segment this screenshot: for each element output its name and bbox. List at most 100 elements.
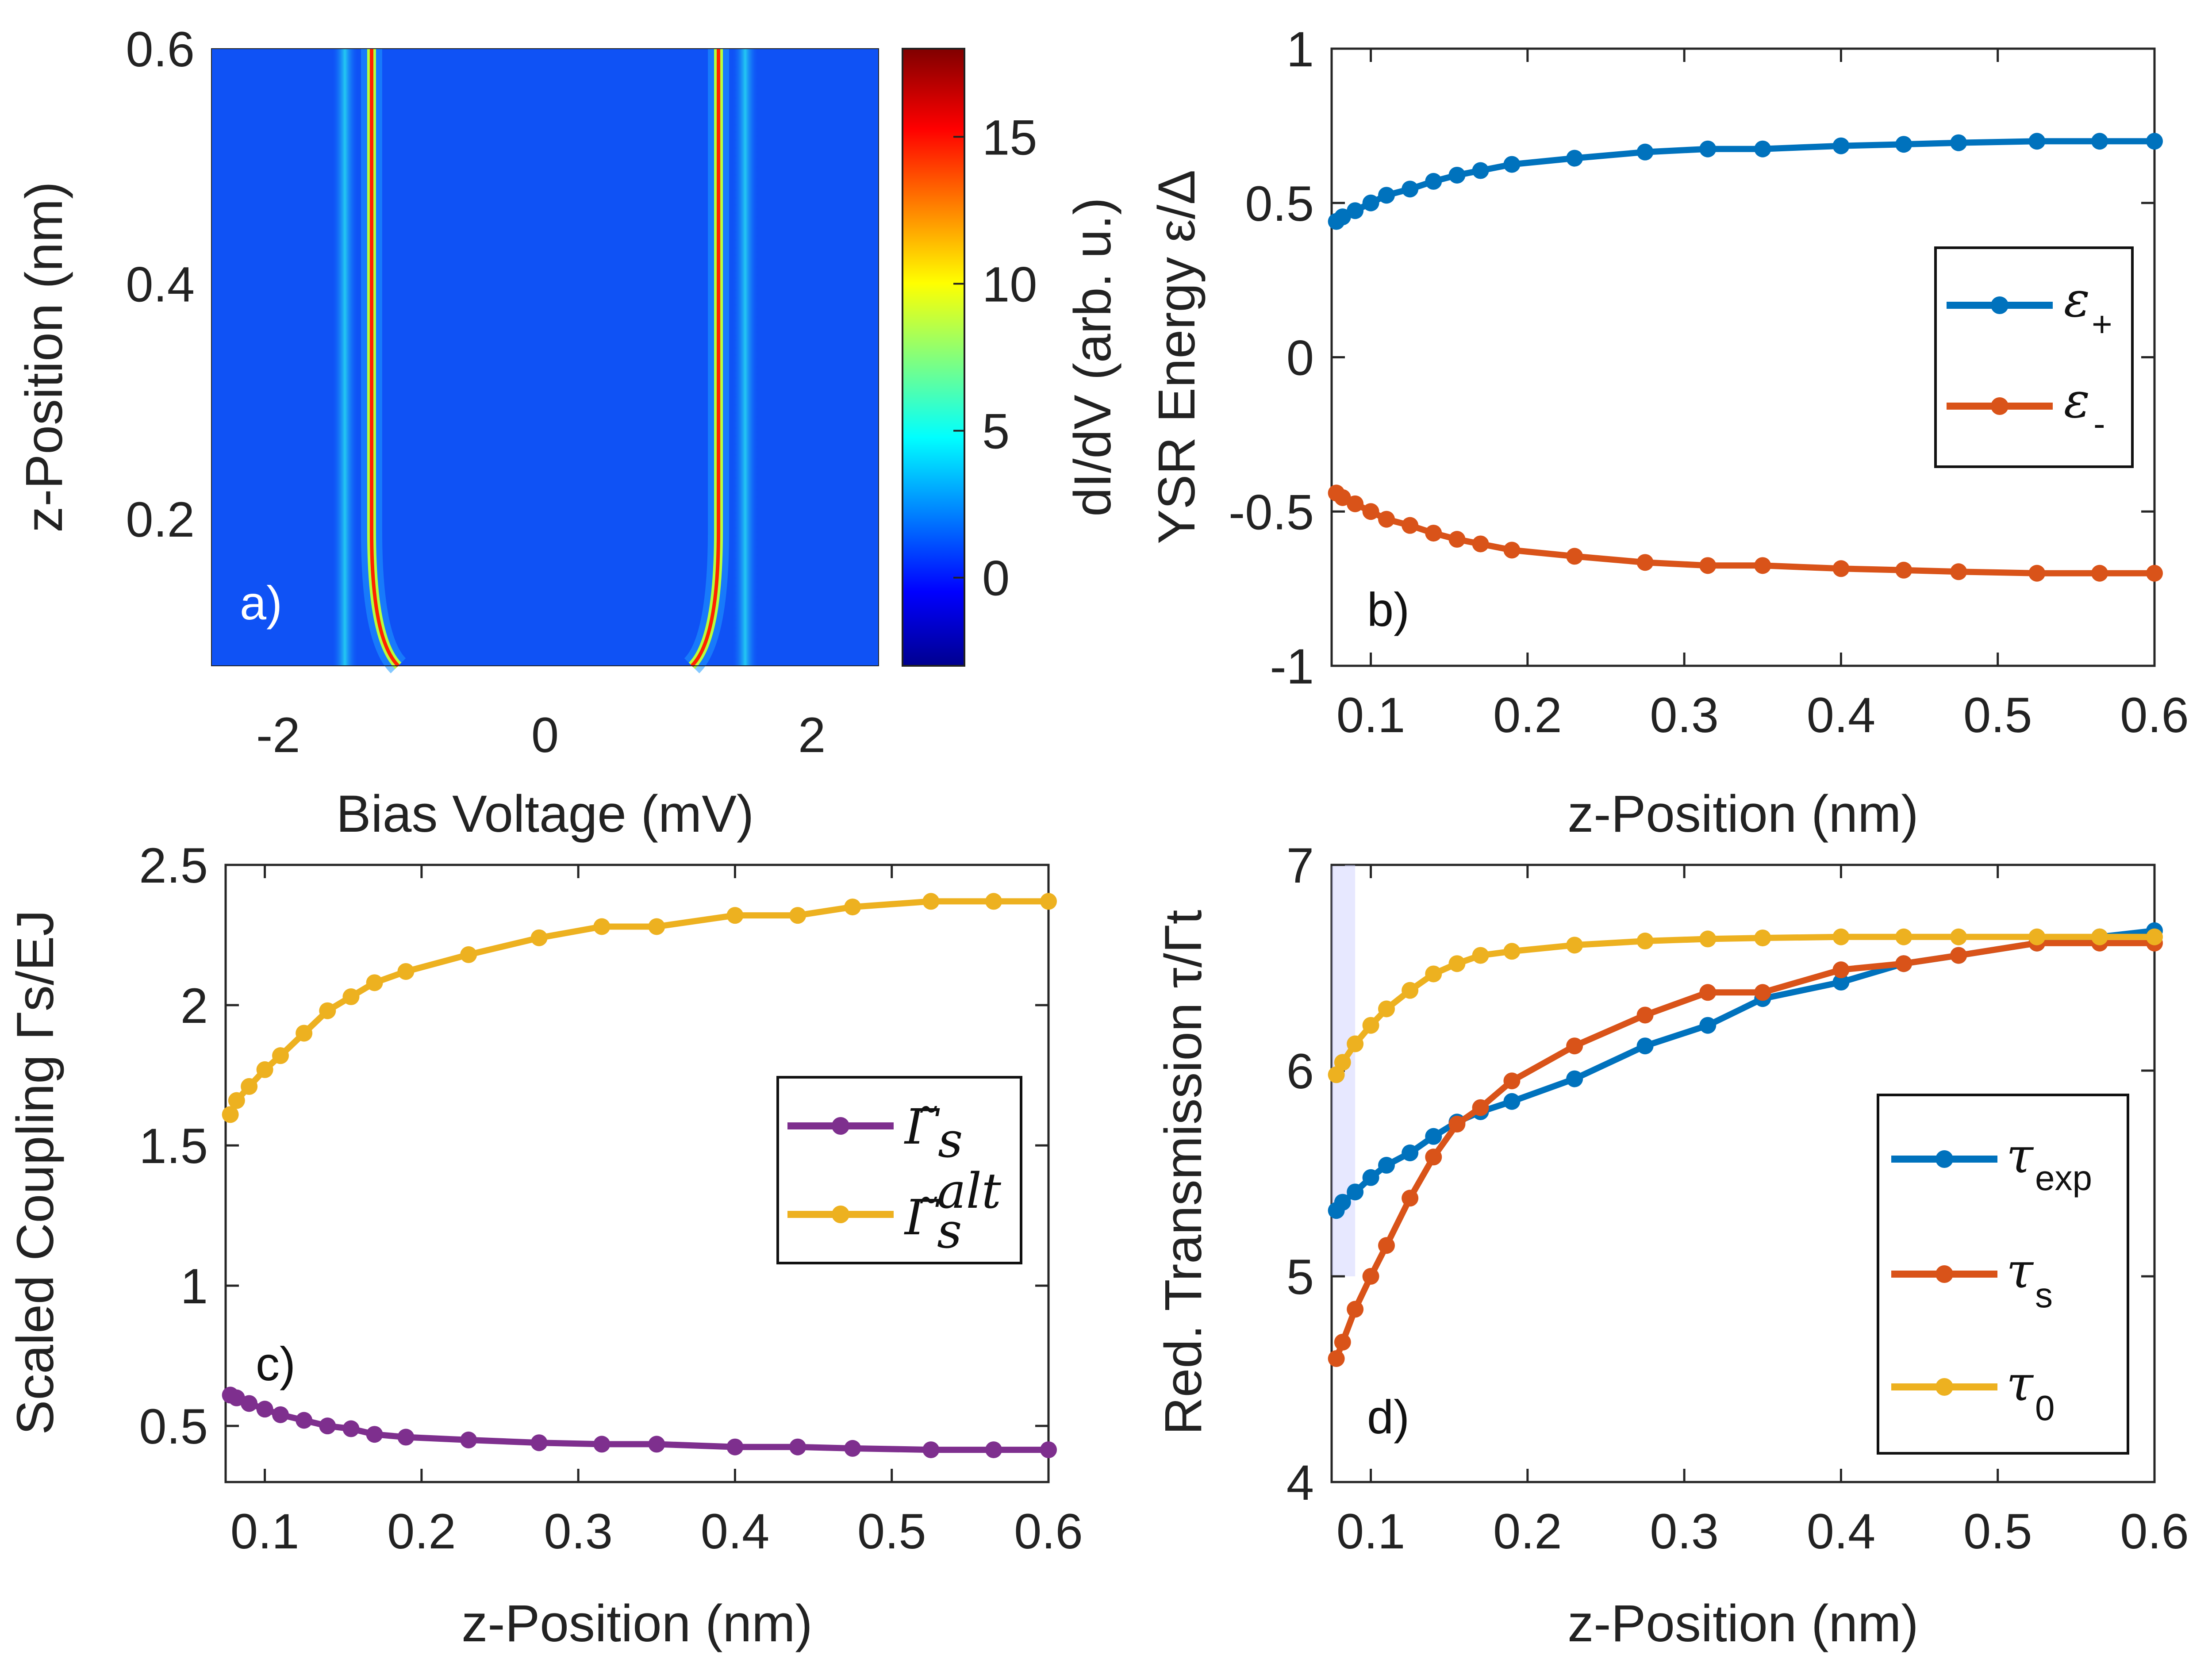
d-legend-marker-tau-exp	[1936, 1150, 1953, 1168]
d-y-axis-label: Red. Transmission τ/Γt	[1154, 910, 1213, 1435]
c-series-0-point-7	[342, 1420, 360, 1437]
d-y-tick-label-1: 5	[1286, 1249, 1314, 1305]
d-y-tick-label-2: 6	[1286, 1044, 1314, 1099]
c-series-0-point-3	[256, 1401, 273, 1418]
c-series-1-point-1	[228, 1092, 245, 1109]
c-series-0-point-18	[985, 1441, 1002, 1459]
c-series-1-point-19	[1040, 893, 1057, 910]
panel-c: 0.1 0.2 0.3 0.4 0.5 0.6 0.5 1 1.5 2 2.5 z-Position…	[6, 838, 1083, 1653]
d-series-1-point-8	[1472, 1099, 1489, 1116]
a-y-tick-label-2: 0.6	[126, 22, 195, 77]
d-legend-marker-tau-0	[1936, 1378, 1953, 1396]
b-y-tick-label-4: 1	[1286, 22, 1314, 77]
colorbar-tick-label-1: 5	[982, 404, 1010, 459]
b-series-1-point-15	[1895, 561, 1912, 579]
c-series-0-point-2	[241, 1395, 258, 1412]
b-series-0-point-19	[2146, 133, 2163, 150]
d-series-2-point-1	[1334, 1054, 1351, 1071]
d-series-2-point-16	[1950, 928, 1967, 945]
d-series-1-point-9	[1503, 1072, 1521, 1090]
d-series-1-point-10	[1566, 1037, 1583, 1055]
b-series-1-point-3	[1362, 503, 1379, 520]
d-series-2-point-12	[1699, 930, 1717, 948]
b-legend-label-eps-plus: ε	[2064, 271, 2090, 328]
d-y-tick-label-3: 7	[1286, 838, 1314, 893]
c-series-1-point-17	[922, 893, 940, 910]
heatmap-background	[211, 49, 879, 666]
b-series	[1328, 133, 2163, 582]
b-y-tick-label-1: -0.5	[1229, 484, 1314, 540]
b-series-0-point-10	[1566, 150, 1583, 167]
d-series-2-point-8	[1472, 947, 1489, 964]
colorbar	[902, 49, 964, 666]
d-series-1-point-5	[1402, 1190, 1419, 1207]
b-series-1-point-2	[1347, 495, 1364, 512]
c-y-tick-label-1: 1	[180, 1259, 208, 1314]
heatmap-inner-peak-1	[369, 49, 400, 667]
c-series-0-point-14	[726, 1438, 744, 1455]
c-ticks: 0.1 0.2 0.3 0.4 0.5 0.6 0.5 1 1.5 2 2.5	[139, 838, 1083, 1559]
c-series-1-point-18	[985, 893, 1002, 910]
d-series-0-point-11	[1636, 1037, 1654, 1055]
c-series	[222, 893, 1057, 1459]
b-series-1-point-8	[1472, 535, 1489, 553]
d-legend-sub-tau-s: s	[2035, 1275, 2053, 1315]
c-legend-marker-gamma-alt	[832, 1206, 849, 1223]
heatmap-outer-band-0	[332, 49, 357, 666]
b-series-0-point-14	[1832, 137, 1850, 154]
c-series-0-point-9	[397, 1429, 415, 1446]
d-series-0-point-12	[1699, 1017, 1717, 1034]
c-x-tick-label-4: 0.5	[857, 1504, 926, 1559]
b-series-0-point-17	[2028, 133, 2046, 150]
b-legend-box	[1934, 246, 2134, 468]
b-series-1-point-14	[1832, 560, 1850, 577]
b-y-tick-label-2: 0	[1286, 330, 1314, 386]
c-y-tick-label-3: 2	[180, 978, 208, 1033]
c-legend-marker-gamma-s	[832, 1117, 849, 1135]
d-series-1-point-13	[1754, 984, 1771, 1001]
a-y-tick-label-1: 0.4	[126, 257, 195, 312]
d-series-2-point-5	[1402, 982, 1419, 999]
a-y-axis-label: z-Position (nm)	[15, 181, 73, 532]
d-series-1-point-12	[1699, 984, 1717, 1001]
d-legend-sub-tau-exp: exp	[2035, 1158, 2092, 1198]
d-series-1-point-6	[1425, 1148, 1442, 1166]
d-x-tick-label-5: 0.6	[2120, 1504, 2189, 1559]
b-series-1-point-16	[1950, 563, 1967, 580]
d-series-2-point-9	[1503, 943, 1521, 960]
d-legend-label-tau-0: τ	[2006, 1355, 2034, 1412]
c-legend-sub-gamma-alt: s	[937, 1202, 962, 1259]
c-series-1-point-6	[319, 1002, 336, 1019]
c-series-1-point-14	[726, 907, 744, 924]
a-x-tick-label-2: 2	[798, 707, 826, 763]
colorbar-label: dI/dV (arb. u.)	[1064, 197, 1122, 516]
c-legend-box	[776, 1076, 1022, 1264]
d-series-1-point-0	[1328, 1350, 1345, 1367]
b-series-0-point-13	[1754, 140, 1771, 157]
heatmap-features	[211, 48, 879, 673]
b-series-0-point-9	[1503, 156, 1521, 173]
c-y-tick-label-2: 1.5	[139, 1118, 208, 1174]
b-series-1-point-17	[2028, 565, 2046, 582]
d-series-2-point-10	[1566, 937, 1583, 954]
d-x-tick-label-2: 0.3	[1650, 1504, 1719, 1559]
c-legend-label-gamma-alt: Γ̃	[904, 1189, 940, 1246]
b-series-1-point-9	[1503, 541, 1521, 559]
c-legend-sup-gamma-alt: alt	[937, 1163, 1002, 1219]
d-series-0-point-9	[1503, 1093, 1521, 1110]
b-legend-label-eps-minus: ε	[2064, 372, 2090, 429]
c-x-axis-label: z-Position (nm)	[461, 1594, 812, 1653]
c-series-1-point-11	[530, 929, 548, 946]
d-series-2-point-11	[1636, 933, 1654, 950]
c-series-1-point-15	[789, 907, 806, 924]
d-series-1-point-11	[1636, 1006, 1654, 1024]
panel-a: -2 0 2 0.2 0.4 0.6 Bias Voltage (mV) z-Posit…	[15, 22, 1122, 843]
b-x-tick-label-3: 0.4	[1807, 687, 1876, 743]
c-series-1-point-2	[241, 1078, 258, 1095]
d-panel-label: d)	[1367, 1390, 1409, 1444]
panel-d: 0.1 0.2 0.3 0.4 0.5 0.6 4 5 6 7 z-Position (nm) R…	[1154, 838, 2189, 1653]
a-x-tick-label-1: 0	[531, 707, 559, 763]
b-series-0-point-5	[1402, 180, 1419, 198]
b-series-0-point-8	[1472, 162, 1489, 179]
b-series-0-point-1	[1334, 208, 1351, 226]
